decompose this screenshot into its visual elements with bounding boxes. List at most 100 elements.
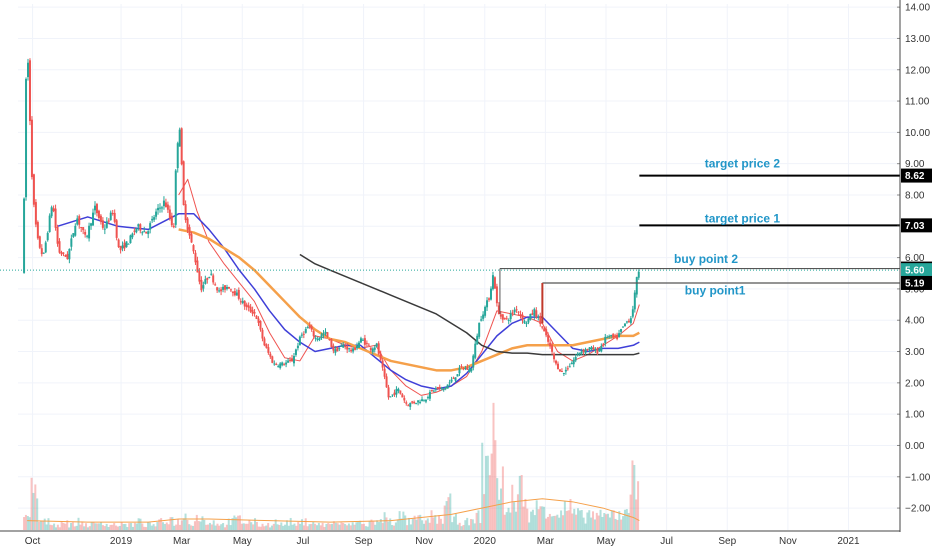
volume-bar bbox=[582, 517, 585, 530]
volume-bar bbox=[362, 523, 365, 530]
candle-body bbox=[298, 336, 301, 346]
volume-bar bbox=[24, 514, 27, 530]
volume-bar bbox=[516, 494, 519, 530]
candle-body bbox=[489, 288, 492, 300]
volume-bar bbox=[128, 523, 131, 530]
candle-body bbox=[570, 362, 573, 365]
moving-average-line bbox=[57, 213, 640, 390]
candle-body bbox=[74, 225, 77, 236]
candle-body bbox=[637, 271, 640, 278]
volume-bar bbox=[622, 516, 625, 530]
candle-body bbox=[101, 220, 104, 228]
volume-bar bbox=[163, 523, 166, 530]
candle-body bbox=[413, 401, 416, 404]
volume-bar bbox=[526, 508, 529, 530]
volume-bar bbox=[199, 521, 202, 530]
volume-bar bbox=[306, 526, 309, 530]
candle-body bbox=[543, 328, 546, 332]
volume-bar bbox=[488, 475, 491, 530]
candle-body bbox=[371, 348, 374, 353]
candle-body bbox=[277, 366, 280, 368]
candle-body bbox=[582, 349, 585, 352]
price-tag-label: 8.62 bbox=[905, 171, 925, 182]
candle-body bbox=[442, 388, 445, 391]
volume-bar bbox=[567, 510, 570, 530]
candle-body bbox=[70, 238, 73, 247]
volume-bar bbox=[637, 481, 640, 530]
volume-bar bbox=[96, 523, 99, 530]
candle-body bbox=[46, 232, 49, 241]
y-tick-label: 10.00 bbox=[905, 128, 930, 139]
volume-bar bbox=[152, 524, 155, 530]
volume-bar bbox=[368, 520, 371, 530]
candle-body bbox=[558, 369, 561, 372]
volume-bar bbox=[223, 527, 226, 530]
volume-bar bbox=[186, 520, 189, 530]
candle-body bbox=[352, 348, 355, 352]
volume-bar bbox=[453, 516, 456, 530]
candle-body bbox=[222, 286, 225, 290]
volume-bar bbox=[233, 515, 236, 530]
candle-body bbox=[151, 218, 154, 221]
candle-body bbox=[172, 225, 175, 228]
candle-body bbox=[302, 333, 305, 335]
horizontal-lines bbox=[0, 174, 900, 324]
candle-body bbox=[285, 362, 288, 365]
volume-bar bbox=[312, 521, 315, 530]
candle-body bbox=[564, 369, 567, 372]
candle-body bbox=[159, 207, 162, 209]
volume-bar bbox=[460, 526, 463, 530]
candle-body bbox=[596, 348, 599, 354]
volume-bar bbox=[154, 526, 157, 530]
candle-body bbox=[409, 402, 412, 407]
volume-bar bbox=[492, 402, 495, 530]
candle-body bbox=[99, 215, 102, 222]
volume-bar bbox=[500, 488, 503, 530]
candle-body bbox=[310, 326, 313, 330]
candle-body bbox=[403, 397, 406, 401]
volume-bar bbox=[432, 517, 435, 530]
candle-body bbox=[326, 332, 329, 337]
volume-bar bbox=[278, 524, 281, 530]
candle-body bbox=[397, 388, 400, 392]
volume-bar bbox=[419, 514, 422, 530]
volume-bar bbox=[620, 519, 623, 530]
volume-bar bbox=[417, 515, 420, 530]
volume-bar bbox=[32, 492, 35, 530]
candle-body bbox=[162, 200, 165, 207]
volume-bar bbox=[208, 522, 211, 530]
candle-body bbox=[218, 290, 221, 292]
volume-bar bbox=[372, 521, 375, 530]
volume-bar bbox=[593, 519, 596, 530]
candle-body bbox=[367, 344, 370, 346]
candle-body bbox=[212, 275, 215, 283]
volume-bar bbox=[385, 517, 388, 530]
candle-body bbox=[363, 338, 366, 345]
candle-body bbox=[139, 224, 142, 231]
volume-bar bbox=[454, 513, 457, 530]
volume-bar bbox=[468, 525, 471, 530]
candle-body bbox=[440, 387, 443, 389]
candle-body bbox=[68, 248, 71, 260]
candle-body bbox=[235, 292, 238, 296]
volume-bar bbox=[269, 527, 272, 530]
volume-bar bbox=[543, 506, 546, 530]
volume-bar bbox=[458, 522, 461, 530]
candle-body bbox=[426, 397, 429, 399]
candle-body bbox=[166, 204, 169, 210]
volume-bar bbox=[603, 512, 606, 530]
volume-bar bbox=[51, 525, 54, 530]
candle-body bbox=[631, 309, 634, 317]
candle-body bbox=[316, 338, 319, 340]
volume-bar bbox=[402, 511, 405, 530]
volume-bar bbox=[64, 523, 67, 530]
candle-body bbox=[155, 211, 158, 217]
candle-body bbox=[225, 286, 228, 289]
x-tick-label: Sep bbox=[355, 536, 373, 547]
candle-body bbox=[602, 343, 605, 345]
volume-bar bbox=[192, 525, 195, 530]
volume-bar bbox=[250, 522, 253, 530]
